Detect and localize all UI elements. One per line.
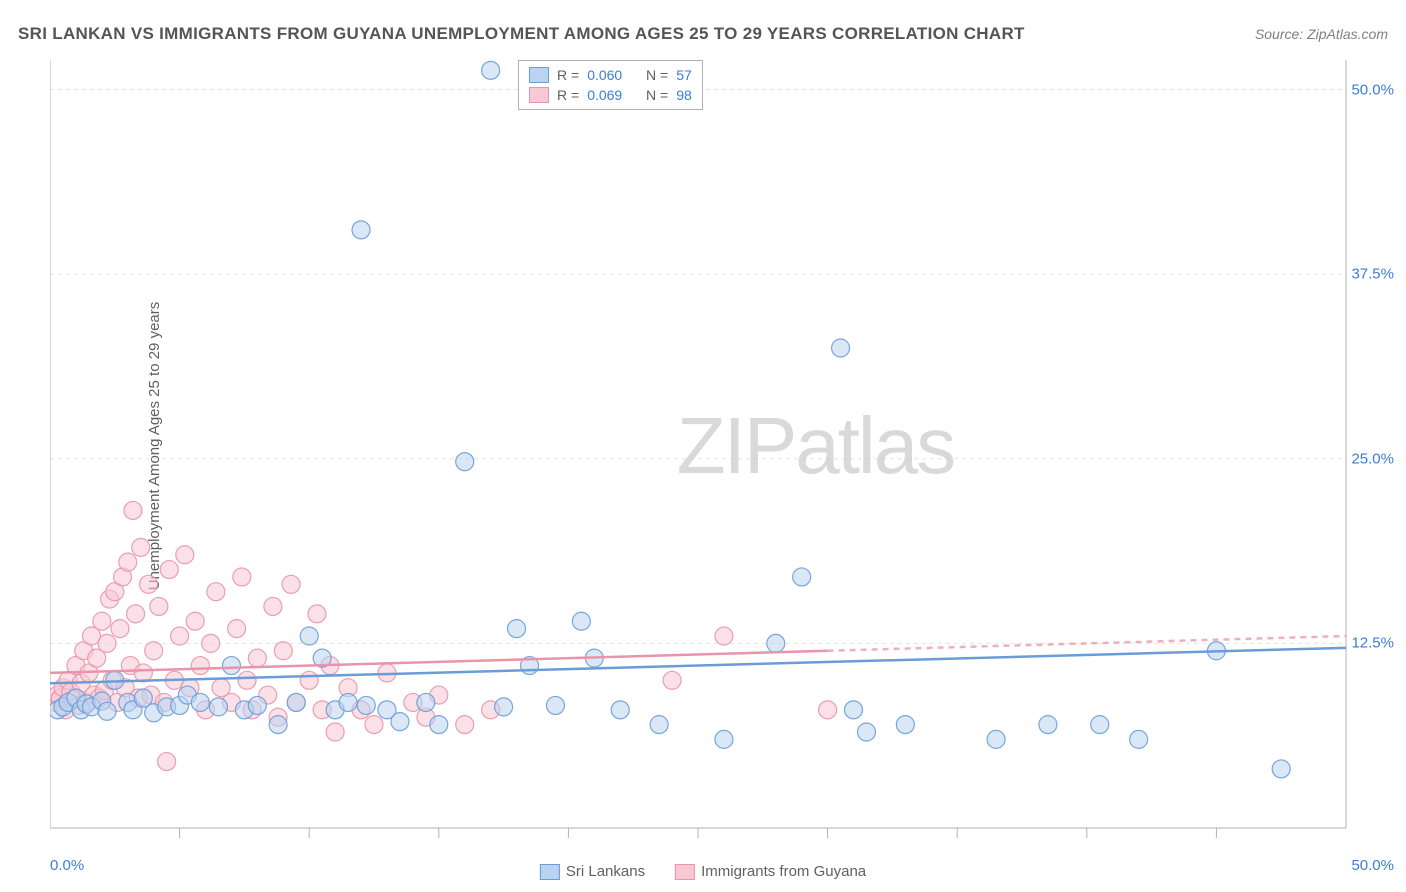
legend-item: Sri Lankans — [540, 863, 645, 880]
chart-container: SRI LANKAN VS IMMIGRANTS FROM GUYANA UNE… — [0, 0, 1406, 892]
chart-title: SRI LANKAN VS IMMIGRANTS FROM GUYANA UNE… — [18, 24, 1025, 44]
y-tick-label: 12.5% — [1351, 635, 1394, 652]
stats-row: R = 0.060 N = 57 — [529, 65, 692, 85]
plot-area — [50, 60, 1350, 840]
r-value: 0.069 — [587, 87, 622, 103]
y-tick-label: 50.0% — [1351, 81, 1394, 98]
scatter-plot-svg — [50, 60, 1350, 840]
y-tick-label: 37.5% — [1351, 266, 1394, 283]
stats-row: R = 0.069 N = 98 — [529, 85, 692, 105]
r-value: 0.060 — [587, 67, 622, 83]
y-tick-label: 25.0% — [1351, 450, 1394, 467]
legend-swatch — [529, 87, 549, 103]
x-tick-label: 50.0% — [1351, 857, 1394, 874]
n-value: 57 — [676, 67, 692, 83]
x-tick-label: 0.0% — [50, 857, 84, 874]
r-label: R = — [557, 87, 579, 103]
legend-swatch — [529, 67, 549, 83]
title-bar: SRI LANKAN VS IMMIGRANTS FROM GUYANA UNE… — [18, 24, 1388, 44]
stats-legend: R = 0.060 N = 57 R = 0.069 N = 98 — [518, 60, 703, 110]
source-label: Source: ZipAtlas.com — [1255, 26, 1388, 42]
n-label: N = — [646, 67, 668, 83]
legend-swatch — [675, 864, 695, 880]
legend-item: Immigrants from Guyana — [675, 863, 866, 880]
legend-label: Sri Lankans — [566, 863, 645, 880]
legend-label: Immigrants from Guyana — [701, 863, 866, 880]
n-label: N = — [646, 87, 668, 103]
n-value: 98 — [676, 87, 692, 103]
bottom-legend: Sri Lankans Immigrants from Guyana — [540, 863, 866, 880]
r-label: R = — [557, 67, 579, 83]
legend-swatch — [540, 864, 560, 880]
